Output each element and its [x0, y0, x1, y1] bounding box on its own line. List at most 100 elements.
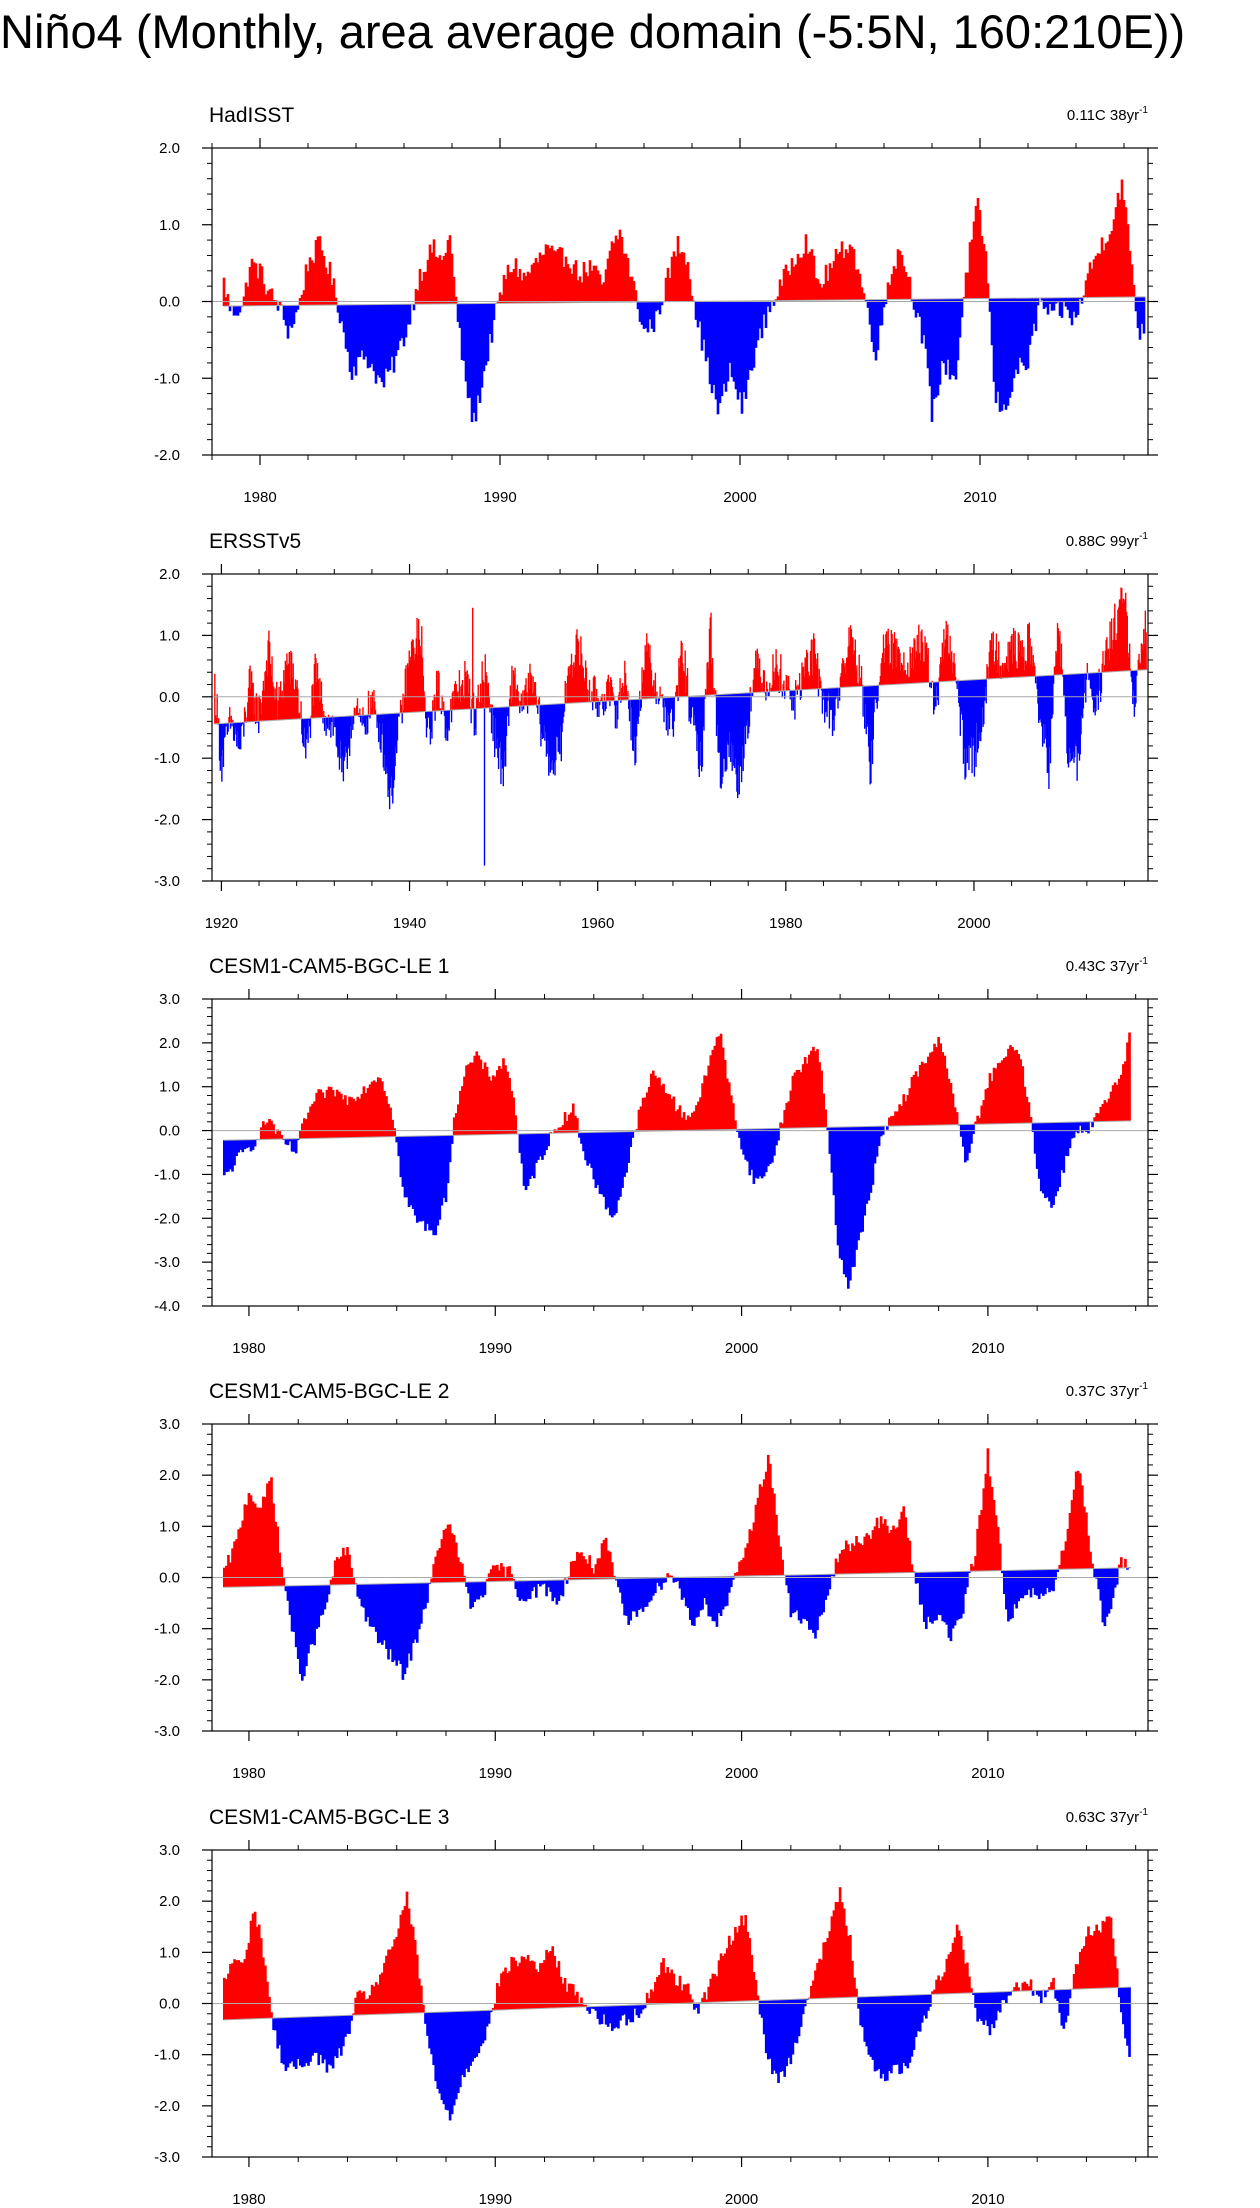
negative-anomaly-bar: [282, 305, 286, 320]
positive-anomaly-bar: [319, 700, 322, 718]
negative-anomaly-bar: [635, 1578, 639, 1617]
positive-anomaly-bar: [366, 1088, 370, 1138]
positive-anomaly-bar: [1011, 1047, 1014, 1124]
positive-anomaly-bar: [571, 677, 573, 704]
positive-anomaly-bar: [686, 1115, 690, 1131]
negative-anomaly-bar: [970, 679, 972, 738]
negative-anomaly-bar: [397, 1583, 401, 1661]
positive-anomaly-bar: [924, 636, 926, 683]
negative-anomaly-bar: [387, 1583, 390, 1660]
negative-anomaly-bar: [720, 694, 722, 789]
negative-anomaly-bar: [637, 2004, 641, 2018]
positive-anomaly-bar: [885, 631, 888, 685]
negative-anomaly-bar: [381, 1583, 384, 1645]
positive-anomaly-bar: [832, 1910, 836, 1998]
positive-anomaly-bar: [490, 704, 492, 708]
positive-anomaly-bar: [291, 678, 294, 720]
negative-anomaly-bar: [290, 2017, 294, 2062]
negative-anomaly-bar: [629, 2005, 633, 2023]
positive-anomaly-bar: [554, 251, 558, 303]
negative-anomaly-bar: [492, 707, 494, 742]
positive-anomaly-bar: [957, 1930, 961, 1994]
negative-anomaly-bar: [857, 1996, 860, 2009]
y-tick-label: 1.0: [159, 1079, 180, 1096]
positive-anomaly-bar: [785, 1102, 789, 1129]
positive-anomaly-bar: [496, 300, 500, 304]
negative-anomaly-bar: [363, 715, 366, 727]
positive-anomaly-bar: [461, 1563, 464, 1583]
negative-anomaly-bar: [648, 301, 652, 320]
negative-anomaly-bar: [990, 298, 994, 346]
negative-anomaly-bar: [559, 703, 561, 755]
positive-anomaly-bar: [577, 641, 580, 703]
negative-anomaly-bar: [303, 1585, 306, 1677]
positive-anomaly-bar: [504, 1577, 507, 1582]
positive-anomaly-bar: [625, 685, 628, 700]
negative-anomaly-bar: [514, 1580, 518, 1589]
negative-anomaly-bar: [867, 685, 870, 747]
positive-anomaly-bar: [406, 698, 408, 713]
negative-anomaly-bar: [407, 1583, 411, 1654]
negative-anomaly-bar: [740, 693, 743, 783]
negative-anomaly-bar: [336, 716, 338, 748]
negative-anomaly-bar: [977, 679, 980, 749]
positive-anomaly-bar: [266, 1981, 269, 2019]
negative-anomaly-bar: [296, 1138, 300, 1141]
positive-anomaly-bar: [1019, 651, 1021, 678]
negative-anomaly-bar: [721, 1576, 725, 1610]
positive-anomaly-bar: [624, 660, 626, 701]
negative-anomaly-bar: [415, 1583, 419, 1643]
negative-anomaly-bar: [1068, 674, 1070, 748]
negative-anomaly-bar: [1076, 297, 1080, 315]
positive-anomaly-bar: [787, 675, 790, 691]
negative-anomaly-bar: [430, 711, 432, 733]
positive-anomaly-bar: [802, 666, 805, 690]
positive-anomaly-bar: [579, 664, 581, 703]
positive-anomaly-bar: [246, 717, 248, 722]
positive-anomaly-bar: [231, 1963, 234, 2020]
positive-anomaly-bar: [1101, 663, 1103, 673]
positive-anomaly-bar: [647, 643, 650, 699]
positive-anomaly-bar: [676, 685, 679, 697]
positive-anomaly-bar: [776, 296, 780, 301]
negative-anomaly-bar: [984, 679, 987, 687]
negative-anomaly-bar: [715, 1576, 719, 1627]
positive-anomaly-bar: [610, 241, 614, 303]
positive-anomaly-bar: [530, 1960, 534, 2009]
negative-anomaly-bar: [966, 680, 969, 763]
negative-anomaly-bar: [732, 693, 734, 746]
negative-anomaly-bar: [596, 1132, 600, 1186]
negative-anomaly-bar: [335, 2015, 339, 2059]
positive-anomaly-bar: [1132, 284, 1136, 298]
negative-anomaly-bar: [864, 686, 867, 705]
negative-anomaly-bar: [360, 1584, 364, 1607]
positive-anomaly-bar: [840, 1550, 844, 1574]
negative-anomaly-bar: [627, 1578, 631, 1625]
negative-anomaly-bar: [710, 301, 714, 394]
positive-anomaly-bar: [1115, 640, 1118, 672]
negative-anomaly-bar: [751, 692, 754, 696]
positive-anomaly-bar: [1113, 617, 1115, 672]
negative-anomaly-bar: [313, 1585, 316, 1646]
trend-line: [224, 1567, 1131, 1588]
negative-anomaly-bar: [447, 710, 450, 729]
positive-anomaly-bar: [690, 1112, 694, 1131]
positive-anomaly-bar: [606, 679, 609, 702]
positive-anomaly-bar: [562, 266, 566, 303]
positive-anomaly-bar: [567, 1576, 571, 1580]
positive-anomaly-bar: [674, 1111, 678, 1131]
negative-anomaly-bar: [411, 1136, 415, 1209]
positive-anomaly-bar: [512, 1957, 516, 2010]
positive-anomaly-bar: [656, 1977, 659, 2005]
negative-anomaly-bar: [344, 2015, 347, 2037]
positive-anomaly-bar: [479, 683, 482, 709]
positive-anomaly-bar: [432, 700, 434, 712]
positive-anomaly-bar: [861, 1544, 865, 1574]
negative-anomaly-bar: [689, 696, 691, 718]
positive-anomaly-bar: [495, 1564, 499, 1582]
negative-anomaly-bar: [1064, 1122, 1068, 1156]
y-tick-label: -3.0: [154, 1723, 180, 1740]
negative-anomaly-bar: [877, 1126, 881, 1146]
negative-anomaly-bar: [391, 1583, 394, 1663]
negative-anomaly-bar: [938, 298, 942, 385]
